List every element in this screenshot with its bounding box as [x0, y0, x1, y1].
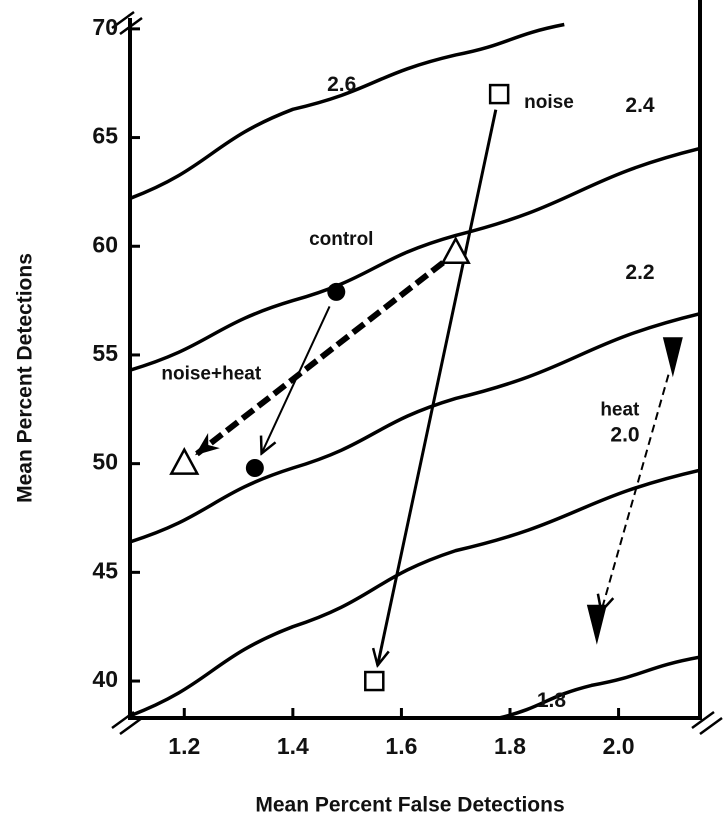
y-tick-label: 50 [92, 449, 118, 475]
y-tick-label: 60 [92, 231, 118, 257]
x-axis-title: Mean Percent False Detections [255, 794, 564, 817]
iso-sensitivity-curve [130, 468, 700, 718]
y-tick-label: 55 [92, 340, 118, 366]
marker-triangle [169, 447, 200, 475]
y-tick-label: 40 [92, 666, 118, 692]
change-arrow [601, 374, 670, 612]
series-label: noise [524, 92, 574, 113]
series-label: heat [600, 399, 640, 420]
x-tick-label: 2.0 [603, 733, 635, 759]
curve-label: 1.8 [537, 689, 567, 712]
x-tick-label: 1.2 [168, 733, 200, 759]
change-arrow [378, 109, 498, 666]
marker-arrowhead [586, 604, 607, 645]
marker-circle [245, 459, 264, 477]
y-axis-title: Mean Percent Detections [14, 253, 37, 503]
curve-label: 2.2 [625, 261, 654, 284]
iso-sensitivity-curve [498, 655, 700, 718]
curve-label: 2.4 [625, 94, 655, 117]
axes-frame [111, 0, 723, 736]
curve-label: 2.0 [610, 424, 639, 447]
iso-sensitivity-curve [130, 146, 700, 372]
y-tick-label: 70 [92, 14, 118, 40]
marker-square [488, 83, 510, 105]
y-tick-label: 65 [92, 123, 118, 149]
marker-triangle [440, 236, 471, 265]
change-arrow [195, 260, 445, 457]
iso-sensitivity-curve [130, 311, 700, 544]
series-label: noise+heat [161, 364, 261, 385]
curve-label: 2.6 [327, 73, 356, 96]
x-tick-label: 1.4 [277, 733, 309, 759]
marker-circle [327, 282, 346, 301]
marker-arrowhead [662, 337, 683, 378]
x-tick-label: 1.6 [385, 733, 417, 759]
series-label: control [309, 229, 373, 250]
x-tick-label: 1.8 [494, 733, 526, 759]
iso-sensitivity-curve [130, 22, 565, 201]
marker-square [364, 670, 385, 692]
y-tick-label: 45 [92, 557, 118, 583]
